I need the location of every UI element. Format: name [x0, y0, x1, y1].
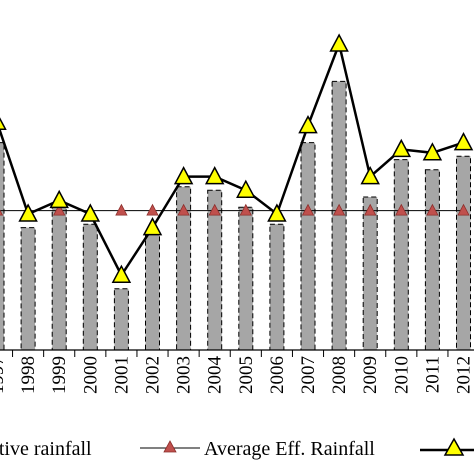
total-marker-2007 — [298, 115, 318, 134]
bar-2010 — [393, 159, 409, 351]
legend-label-bars: ctive rainfall — [0, 438, 92, 460]
average-marker-2003 — [177, 203, 190, 216]
x-tick-label-1998: 1998 — [18, 356, 39, 394]
legend-label-average: Average Eff. Rainfall — [204, 438, 375, 460]
bar-2001 — [113, 288, 129, 351]
bar-2002 — [145, 233, 160, 351]
x-tick-label-2000: 2000 — [80, 356, 101, 394]
bar-2009 — [362, 196, 378, 351]
total-marker-2008 — [329, 33, 349, 52]
total-marker-2006 — [267, 203, 287, 222]
average-marker-2010 — [395, 203, 408, 216]
ticks-layer — [12, 350, 449, 357]
average-marker-2007 — [301, 203, 315, 216]
bar-1999 — [51, 206, 67, 351]
total-marker-2000 — [80, 203, 101, 222]
average-marker-2004 — [208, 203, 221, 216]
bars-layer — [0, 80, 471, 351]
average-marker-2002 — [146, 203, 159, 216]
total-marker-1997 — [0, 117, 7, 130]
x-tick-label-2010: 2010 — [391, 356, 412, 394]
x-tick-labels: 1997 1998 1999 2000 2001 2002 2003 2004 2005 2006… — [0, 356, 474, 395]
x-tick-label-2011: 2011 — [422, 356, 443, 393]
x-tick-label-2004: 2004 — [205, 356, 226, 395]
bar-1997 — [0, 142, 5, 351]
x-tick-label-2012: 2012 — [454, 356, 474, 394]
legend-marker-total — [443, 437, 465, 456]
x-tick-label-2008: 2008 — [329, 356, 350, 394]
x-tick-label-1999: 1999 — [49, 356, 70, 394]
x-tick-label-2009: 2009 — [360, 356, 381, 394]
total-marker-2012 — [453, 132, 474, 151]
x-tick-label-2001: 2001 — [111, 356, 132, 394]
bar-2011 — [424, 169, 440, 351]
total-marker-2005 — [236, 179, 256, 198]
average-marker-2008 — [332, 203, 346, 216]
legend-marker-average — [163, 440, 177, 453]
total-marker-2002 — [142, 217, 163, 236]
x-tick-label-2005: 2005 — [236, 356, 257, 394]
total-marker-1998 — [18, 203, 38, 222]
bar-2008 — [331, 80, 347, 351]
total-marker-2009 — [360, 166, 380, 185]
average-marker-2009 — [364, 203, 377, 216]
average-marker-1999 — [53, 203, 66, 216]
total-marker-2010 — [391, 138, 412, 158]
x-tick-label-2006: 2006 — [267, 356, 288, 394]
bar-2005 — [238, 206, 254, 351]
bar-2000 — [82, 223, 98, 351]
x-tick-label-1997: 1997 — [0, 356, 8, 394]
total-marker-2003 — [173, 166, 194, 185]
x-tick-label-2002: 2002 — [143, 356, 164, 394]
average-marker-2012 — [457, 203, 470, 216]
total-line — [0, 39, 464, 278]
average-marker-2001 — [115, 203, 128, 216]
total-line-layer — [0, 33, 474, 283]
total-marker-2011 — [422, 142, 443, 161]
bar-2007 — [300, 142, 316, 351]
legend: ctive rainfall Average Eff. Rainfall — [0, 437, 474, 460]
x-tick-label-2007: 2007 — [298, 356, 319, 394]
average-marker-2011 — [426, 203, 439, 216]
total-marker-2001 — [111, 264, 132, 283]
average-marker-1997 — [0, 209, 4, 216]
bar-2006 — [269, 223, 285, 351]
x-tick-label-2003: 2003 — [174, 356, 195, 394]
total-marker-2004 — [204, 166, 225, 185]
bar-1998 — [20, 227, 36, 351]
total-marker-1999 — [49, 189, 69, 209]
average-marker-2005 — [239, 203, 252, 216]
bar-2012 — [456, 155, 471, 351]
